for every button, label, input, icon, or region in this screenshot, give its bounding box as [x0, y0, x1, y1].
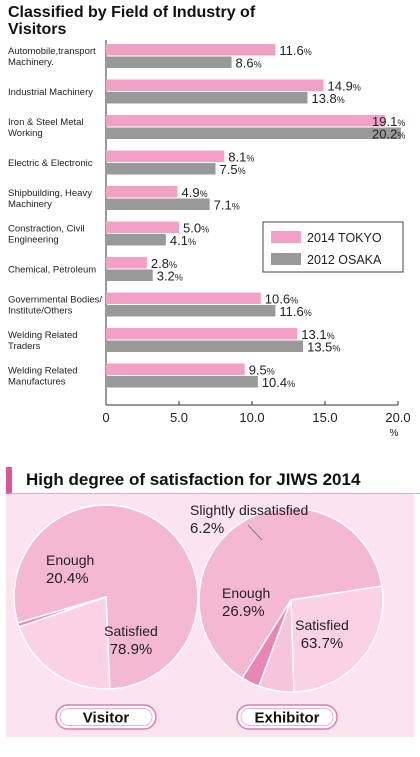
bar-tokyo [106, 363, 245, 375]
data-label: 13.5% [307, 340, 340, 355]
bar-tokyo [106, 328, 298, 340]
bar-osaka [106, 92, 308, 104]
bar-osaka [106, 305, 276, 317]
bar-tokyo [106, 79, 324, 91]
category-label: Shipbuilding, Heavy Machinery [8, 188, 92, 210]
data-label: 8.6% [236, 56, 262, 71]
x-tick-label: 15.0 [312, 410, 337, 425]
legend-label: 2012 OSAKA [307, 253, 382, 267]
satisfaction-title: High degree of satisfaction for JIWS 201… [26, 470, 361, 489]
bar-osaka [106, 198, 210, 210]
bar-osaka [106, 340, 304, 352]
bar-tokyo [106, 115, 385, 127]
bar-osaka [106, 376, 258, 388]
bar-tokyo [106, 186, 178, 198]
data-label: 14.9% [328, 79, 361, 94]
satisfaction-header: High degree of satisfaction for JIWS 201… [6, 467, 420, 494]
chart-title: Classified by Field of Industry of Visit… [8, 4, 256, 38]
data-label: 19.1% [372, 114, 405, 129]
x-tick-label: 10.0 [239, 410, 264, 425]
data-label: 8.1% [228, 150, 254, 165]
bar-osaka [106, 127, 401, 139]
bar-tokyo [106, 44, 276, 56]
bar-tokyo [106, 221, 179, 233]
data-label: 4.9% [182, 185, 208, 200]
category-label: Industrial Machinery [8, 87, 93, 98]
legend-swatch [271, 253, 301, 265]
satisfaction-panel [6, 494, 414, 737]
x-tick-label: 5.0 [170, 410, 188, 425]
bar-tokyo [106, 257, 147, 269]
bar-osaka [106, 234, 166, 246]
category-label: Constraction, Civil Engineering [8, 224, 85, 246]
data-label: 3.2% [157, 269, 183, 284]
data-label: 5.0% [183, 221, 209, 236]
category-label: Electric & Electronic [8, 158, 93, 169]
data-label: 7.5% [220, 162, 246, 177]
data-label: 4.1% [170, 233, 196, 248]
data-label: 13.1% [301, 327, 334, 342]
data-label: 13.8% [311, 91, 344, 106]
data-label: 7.1% [214, 198, 240, 213]
category-label: Automobile,transport Machinery. [8, 46, 96, 68]
x-tick-label: 0 [102, 410, 109, 425]
category-label: Chemical, Petroleum [8, 265, 96, 276]
x-unit-label: % [390, 428, 399, 439]
data-label: 2.8% [151, 256, 177, 271]
data-label: 10.6% [265, 292, 298, 307]
data-label: 11.6% [279, 43, 311, 58]
bar-osaka [106, 163, 216, 175]
category-label: Iron & Steel Metal Working [8, 117, 84, 139]
x-tick-label: 20.0 [385, 410, 410, 425]
legend-swatch [271, 231, 301, 243]
data-label: 20.2% [372, 127, 405, 142]
bar-osaka [106, 56, 232, 68]
data-label: 10.4% [262, 375, 295, 390]
bar-tokyo [106, 150, 225, 162]
data-label: 11.6% [279, 304, 311, 319]
industry-bar-chart: 0 5.0 10.0 15.0 20.0% Automobile,transport Mac… [8, 40, 411, 439]
category-label: Welding Related Manufactures [8, 366, 78, 388]
legend-label: 2014 TOKYO [307, 231, 382, 245]
bar-tokyo [106, 292, 261, 304]
data-label: 9.5% [249, 363, 275, 378]
category-label: Welding Related Traders [8, 330, 78, 352]
category-label: Governmental Bodies/Institute/Others [8, 295, 102, 317]
bar-osaka [106, 269, 153, 281]
